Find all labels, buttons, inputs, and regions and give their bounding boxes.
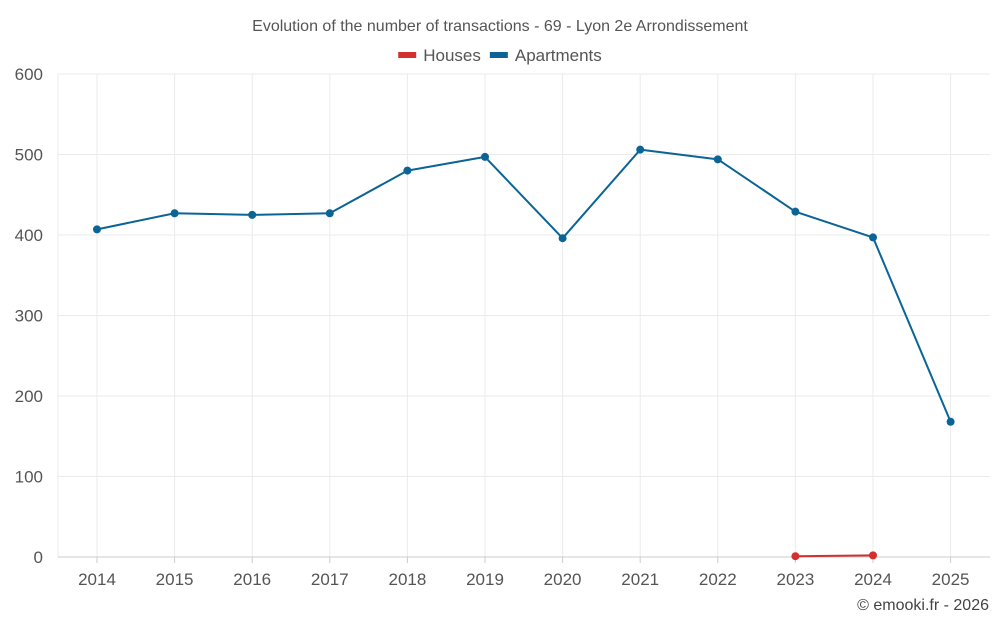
series-houses — [791, 551, 877, 561]
y-tick-label: 200 — [15, 387, 43, 406]
y-tick-label: 400 — [15, 226, 43, 245]
legend-label: Apartments — [515, 46, 602, 65]
data-point-apartments[interactable] — [93, 225, 101, 234]
y-tick-label: 100 — [15, 468, 43, 487]
x-tick-label: 2018 — [388, 570, 426, 589]
data-point-apartments[interactable] — [248, 210, 257, 219]
x-tick-label: 2021 — [621, 570, 659, 589]
y-tick-label: 600 — [15, 65, 43, 84]
data-point-apartments[interactable] — [170, 209, 179, 218]
y-tick-label: 0 — [34, 548, 43, 567]
legend-item-houses[interactable]: Houses — [398, 46, 481, 65]
x-tick-label: 2023 — [776, 570, 814, 589]
y-tick-label: 500 — [15, 146, 43, 165]
x-tick-label: 2015 — [156, 570, 194, 589]
data-point-apartments[interactable] — [403, 166, 412, 175]
series-apartments — [93, 145, 955, 426]
data-point-apartments[interactable] — [481, 152, 489, 161]
data-point-apartments[interactable] — [558, 234, 567, 243]
grid — [57, 73, 990, 557]
data-point-apartments[interactable] — [791, 207, 800, 216]
data-point-houses[interactable] — [869, 551, 877, 560]
data-point-apartments[interactable] — [869, 233, 877, 242]
series-line-houses — [795, 554, 874, 558]
x-tick-label: 2016 — [233, 570, 271, 589]
x-tick-label: 2024 — [854, 570, 892, 589]
series-layer — [93, 145, 955, 561]
credit-text: © emooki.fr - 2026 — [857, 597, 989, 614]
data-point-apartments[interactable] — [946, 417, 955, 426]
data-point-apartments[interactable] — [713, 155, 722, 164]
legend: Houses Apartments — [398, 46, 602, 65]
data-point-apartments[interactable] — [325, 209, 334, 218]
legend-swatch — [398, 52, 417, 58]
y-tick-label: 300 — [15, 307, 43, 326]
x-tick-label: 2017 — [311, 570, 349, 589]
legend-item-apartments[interactable]: Apartments — [489, 46, 602, 65]
series-line-apartments — [96, 148, 952, 423]
x-tick-label: 2020 — [544, 570, 582, 589]
legend-label: Houses — [423, 46, 481, 65]
y-axis: 0 100 200 300 400 500 600 — [15, 65, 43, 567]
data-point-houses[interactable] — [791, 552, 800, 561]
x-tick-label: 2019 — [466, 570, 504, 589]
x-tick-label: 2014 — [78, 570, 116, 589]
chart-title: Evolution of the number of transactions … — [252, 18, 748, 35]
x-axis: 2014 2015 2016 2017 2018 2019 2020 2021 2022 2023… — [58, 556, 990, 589]
x-tick-label: 2022 — [699, 570, 737, 589]
legend-swatch — [489, 52, 508, 58]
data-point-apartments[interactable] — [636, 145, 645, 154]
x-tick-label: 2025 — [932, 570, 970, 589]
